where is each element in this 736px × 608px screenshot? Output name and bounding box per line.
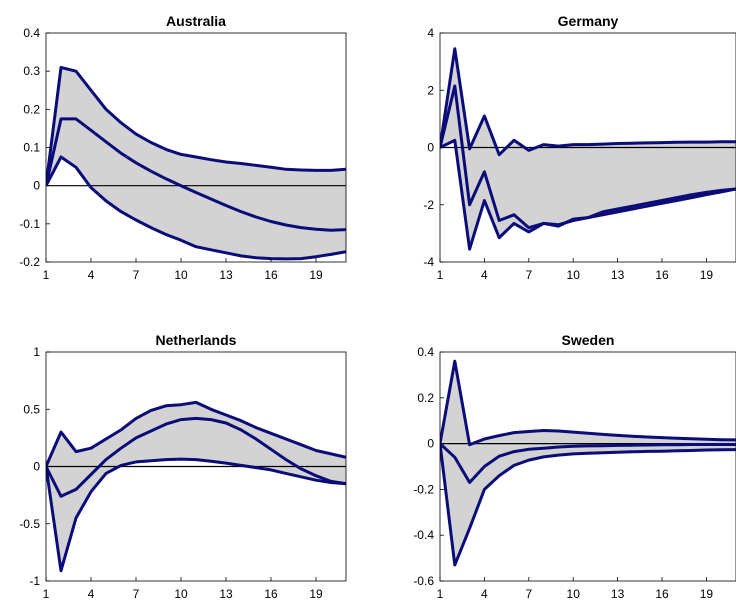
axes-frame (439, 351, 736, 582)
y-tick-label: 0.3 (23, 64, 40, 78)
point-estimate-line (46, 117, 346, 232)
y-tick-label: 0 (33, 179, 40, 193)
confidence-band (46, 402, 346, 571)
lower-bound-line (46, 457, 346, 573)
x-tick-label: 13 (219, 268, 233, 282)
y-tick-label: -0.2 (413, 482, 434, 496)
x-tick-label: 4 (481, 587, 488, 601)
x-tick-label: 1 (43, 587, 50, 601)
y-tick-label: 0.2 (417, 391, 434, 405)
panel-title: Netherlands (156, 332, 237, 348)
y-tick-label: -0.6 (413, 574, 434, 588)
x-tick-label: 13 (611, 587, 625, 601)
x-tick-label: 1 (437, 268, 444, 282)
x-tick-label: 16 (264, 587, 278, 601)
panel-title: Australia (166, 13, 226, 29)
y-tick-label: 0.4 (23, 26, 40, 40)
x-tick-label: 19 (700, 587, 714, 601)
panel-sweden: 1 4 7 10 13 16 19 -0.6 -0.4 -0.2 0 0.2 0.4 Sweden (413, 332, 736, 601)
y-tick-label: -4 (423, 255, 434, 269)
x-tick-label: 4 (88, 268, 95, 282)
point-estimate-line (46, 416, 346, 498)
y-tick-label: -0.4 (413, 528, 434, 542)
y-tick-label: -2 (423, 198, 434, 212)
x-tick-label: 4 (481, 268, 488, 282)
y-tick-label: 0 (427, 141, 434, 155)
y-tick-label: -0.2 (19, 255, 40, 269)
upper-bound-line (440, 359, 736, 447)
point-estimate-line (440, 442, 736, 484)
confidence-band (440, 361, 736, 565)
y-tick-label: -0.1 (19, 217, 40, 231)
x-tick-label: 16 (655, 268, 669, 282)
panel-germany: 1 4 7 10 13 16 19 -4 -2 0 2 4 Germany (423, 13, 736, 282)
y-tick-label: 0.1 (23, 141, 40, 155)
x-tick-label: 16 (264, 268, 278, 282)
x-tick-label: 7 (525, 587, 532, 601)
x-tick-label: 10 (567, 268, 581, 282)
x-tick-label: 7 (525, 268, 532, 282)
upper-bound-line (46, 400, 346, 468)
y-tick-label: -1 (29, 574, 40, 588)
x-tick-label: 19 (309, 587, 323, 601)
y-tick-label: 0 (33, 460, 40, 474)
lower-bound-line (440, 138, 736, 251)
x-tick-label: 1 (437, 587, 444, 601)
x-tick-label: 13 (611, 268, 625, 282)
panel-title: Germany (558, 13, 619, 29)
x-tick-label: 7 (133, 587, 140, 601)
y-tick-label: 0 (427, 437, 434, 451)
x-tick-label: 1 (43, 268, 50, 282)
panel-australia: 1 4 7 10 13 16 19 -0.2 -0.1 0 0.1 0.2 0.3 0.4 Australi… (19, 13, 347, 282)
x-tick-label: 19 (309, 268, 323, 282)
y-tick-label: 1 (33, 345, 40, 359)
upper-bound-line (46, 65, 346, 186)
panel-netherlands: 1 4 7 10 13 16 19 -1 -0.5 0 0.5 1 Netherlands (19, 332, 347, 601)
confidence-band (46, 67, 346, 259)
lower-bound-line (440, 443, 736, 567)
y-tick-label: -0.5 (19, 517, 40, 531)
y-tick-label: 0.4 (417, 345, 434, 359)
x-tick-label: 7 (133, 268, 140, 282)
upper-bound-line (440, 47, 736, 157)
x-tick-label: 10 (174, 268, 188, 282)
x-tick-label: 16 (655, 587, 669, 601)
x-tick-label: 10 (174, 587, 188, 601)
x-tick-label: 19 (700, 268, 714, 282)
x-tick-label: 13 (219, 587, 233, 601)
panel-title: Sweden (562, 332, 615, 348)
y-tick-label: 0.2 (23, 102, 40, 116)
x-tick-label: 4 (88, 587, 95, 601)
y-tick-label: 0.5 (23, 402, 40, 416)
y-tick-label: 2 (427, 83, 434, 97)
lower-bound-line (46, 155, 346, 261)
x-tick-label: 10 (567, 587, 581, 601)
y-tick-label: 4 (427, 26, 434, 40)
